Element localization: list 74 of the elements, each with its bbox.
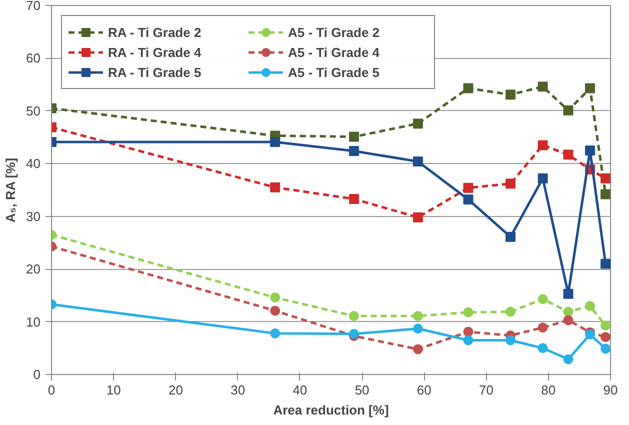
point xyxy=(506,335,516,346)
point xyxy=(538,294,548,304)
x-tick-label: 90 xyxy=(603,382,618,398)
point xyxy=(600,344,610,354)
point xyxy=(585,145,596,156)
y-tick-label: 40 xyxy=(26,156,41,172)
point xyxy=(600,320,610,330)
x-tick-label: 0 xyxy=(48,382,56,398)
x-tick-label: 60 xyxy=(416,382,432,398)
y-tick-label: 0 xyxy=(33,367,41,382)
legend-label: A5 - Ti Grade 2 xyxy=(288,24,381,40)
y-tick-label: 70 xyxy=(26,0,41,13)
x-tick-label: 20 xyxy=(168,382,183,398)
point xyxy=(563,354,574,364)
point xyxy=(348,328,359,339)
y-tick-label: 20 xyxy=(26,262,41,277)
x-tick-label: 30 xyxy=(230,382,246,398)
point xyxy=(506,90,516,100)
point xyxy=(506,306,516,317)
x-tick-label: 10 xyxy=(106,382,121,398)
point xyxy=(412,212,423,222)
point xyxy=(270,292,280,303)
point xyxy=(412,344,423,354)
y-axis-title: A₅, RA [%] xyxy=(3,158,18,223)
point xyxy=(585,83,596,94)
point xyxy=(506,232,516,242)
point xyxy=(463,326,474,337)
point xyxy=(538,82,548,92)
legend-label: RA - Ti Grade 4 xyxy=(108,44,202,60)
point xyxy=(348,132,359,142)
point xyxy=(585,300,596,311)
point xyxy=(412,310,423,321)
point xyxy=(463,83,474,94)
point xyxy=(270,328,280,338)
point xyxy=(270,182,280,192)
point xyxy=(506,178,516,189)
point xyxy=(600,258,610,269)
point xyxy=(600,189,610,200)
point xyxy=(270,306,280,316)
y-tick-label: 10 xyxy=(26,314,41,330)
point xyxy=(538,343,548,354)
x-tick-label: 40 xyxy=(292,382,308,398)
legend-label: A5 - Ti Grade 5 xyxy=(288,64,381,80)
point xyxy=(348,146,359,156)
x-tick-label: 70 xyxy=(479,382,494,398)
legend-label: RA - Ti Grade 2 xyxy=(108,24,202,40)
point xyxy=(600,173,610,184)
x-tick-label: 80 xyxy=(541,382,556,398)
point xyxy=(563,306,574,317)
point xyxy=(600,332,610,342)
y-tick-label: 60 xyxy=(26,50,41,66)
point xyxy=(412,324,423,334)
point xyxy=(412,156,423,167)
y-tick-label: 50 xyxy=(26,103,41,118)
point xyxy=(538,140,548,150)
point xyxy=(348,194,359,204)
point xyxy=(563,105,574,116)
point xyxy=(563,150,574,160)
y-tick-label: 30 xyxy=(26,208,41,224)
point xyxy=(563,315,574,326)
x-axis-title: Area reduction [%] xyxy=(273,402,389,418)
legend-label: A5 - Ti Grade 4 xyxy=(288,44,381,60)
point xyxy=(412,118,423,129)
point xyxy=(348,310,359,321)
point xyxy=(463,335,474,346)
point xyxy=(463,182,474,193)
point xyxy=(270,137,280,148)
legend-label: RA - Ti Grade 5 xyxy=(108,64,202,80)
point xyxy=(538,322,548,333)
point xyxy=(563,288,574,299)
point xyxy=(538,173,548,184)
point xyxy=(463,194,474,204)
point xyxy=(463,307,474,318)
x-tick-label: 50 xyxy=(354,382,370,398)
